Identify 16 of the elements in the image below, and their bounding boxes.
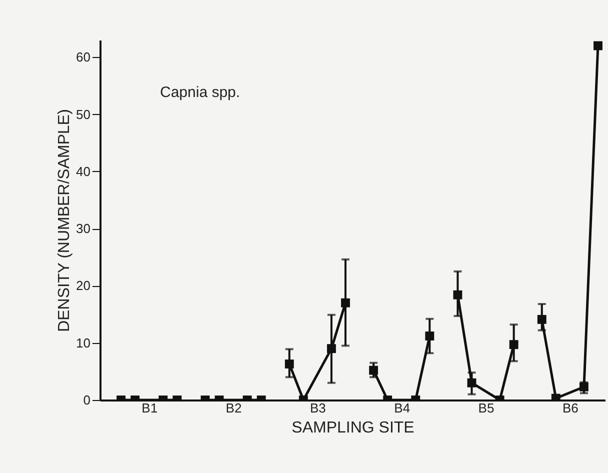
x-tick-label: B6 <box>562 400 578 416</box>
y-tick-label: 60 <box>76 50 90 65</box>
x-tick-label: B5 <box>478 400 494 416</box>
x-tick-label: B4 <box>394 400 410 416</box>
y-tick-label: 10 <box>76 335 90 350</box>
x-axis-title: SAMPLING SITE <box>292 420 414 436</box>
y-tick-label: 40 <box>76 164 90 179</box>
x-tick-label: B1 <box>142 400 158 416</box>
y-tick-label: 20 <box>76 278 90 294</box>
x-tick-label: B3 <box>310 400 326 416</box>
annotation: Capnia spp. <box>160 84 240 101</box>
y-axis-title: DENSITY (NUMBER/SAMPLE) <box>56 109 74 332</box>
y-tick-label: 0 <box>83 392 90 408</box>
y-tick-label: 50 <box>76 106 90 122</box>
y-tick-label: 30 <box>76 221 90 236</box>
x-tick-label: B2 <box>226 400 242 416</box>
